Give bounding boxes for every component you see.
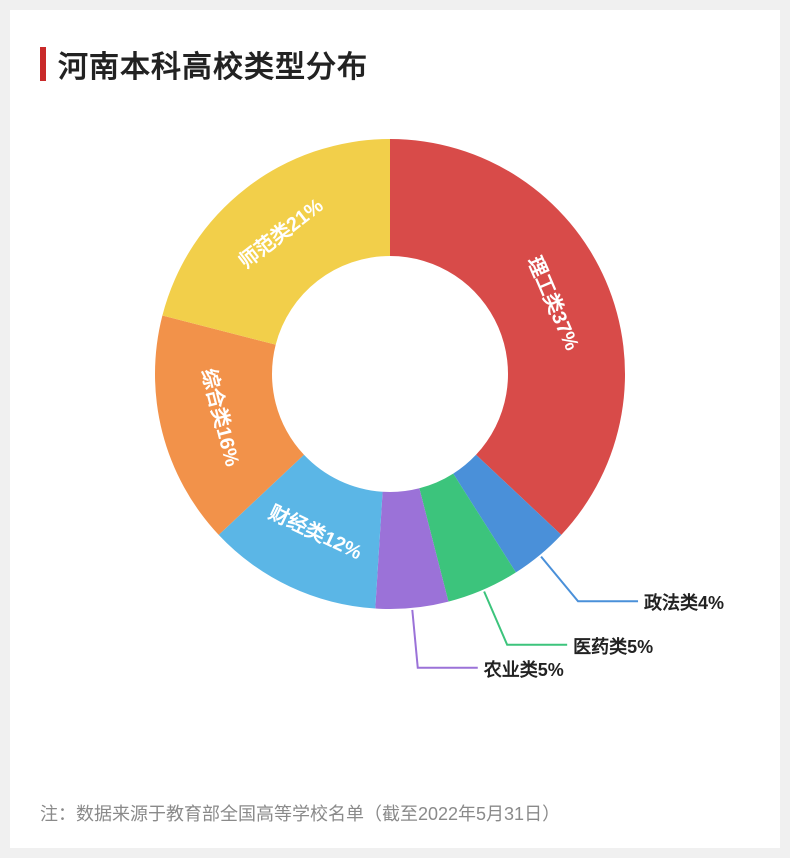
leader-line <box>412 610 477 668</box>
donut-chart: 理工类37%财经类12%综合类16%师范类21% 政法类4%医药类5%农业类5% <box>40 106 750 746</box>
leader-line <box>541 557 638 602</box>
leader-line <box>484 592 567 645</box>
chart-footnote: 注：数据来源于教育部全国高等学校名单（截至2022年5月31日） <box>40 800 560 826</box>
donut-svg: 理工类37%财经类12%综合类16%师范类21% <box>45 74 745 714</box>
external-slice-label: 政法类4% <box>644 589 724 615</box>
external-slice-label: 医药类5% <box>573 633 653 659</box>
chart-card: 河南本科高校类型分布 理工类37%财经类12%综合类16%师范类21% 政法类4… <box>10 10 780 848</box>
donut-slice <box>390 139 625 535</box>
external-slice-label: 农业类5% <box>484 656 564 682</box>
